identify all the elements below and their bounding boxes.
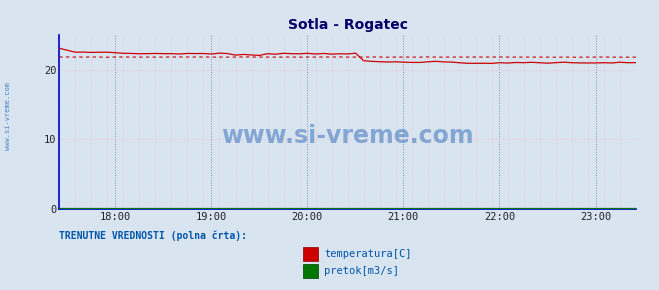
- Title: Sotla - Rogatec: Sotla - Rogatec: [287, 18, 408, 32]
- Text: www.si-vreme.com: www.si-vreme.com: [5, 82, 11, 150]
- Text: TRENUTNE VREDNOSTI (polna črta):: TRENUTNE VREDNOSTI (polna črta):: [59, 231, 247, 241]
- Text: pretok[m3/s]: pretok[m3/s]: [324, 266, 399, 276]
- Text: temperatura[C]: temperatura[C]: [324, 249, 412, 259]
- Text: www.si-vreme.com: www.si-vreme.com: [221, 124, 474, 148]
